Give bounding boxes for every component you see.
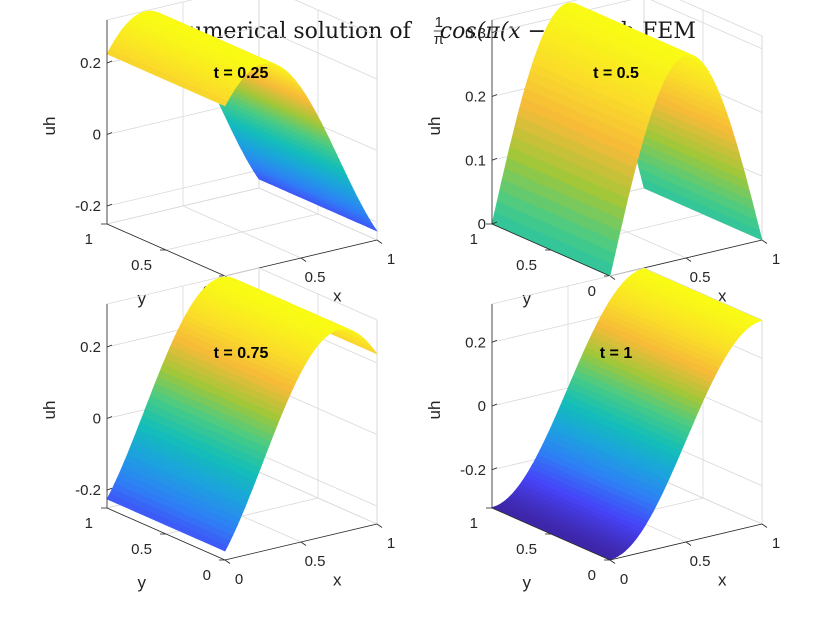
x-tick-label: 0.5 bbox=[305, 269, 326, 286]
y-axis-label: y bbox=[137, 289, 146, 308]
x-tick-label: 1 bbox=[772, 251, 780, 268]
z-tick-label: 0.2 bbox=[465, 89, 486, 106]
y-tick-label: 0.5 bbox=[131, 541, 152, 558]
y-axis-label: y bbox=[522, 573, 531, 592]
z-tick-label: 0 bbox=[478, 398, 486, 415]
x-tick-label: 0.5 bbox=[690, 269, 711, 286]
subplot-4-axes: 0 0.5 1 0 0.5 1 -0.2 0 0.2 x y uh bbox=[425, 304, 780, 592]
subplot-3-axes: 0 0.5 1 0 0.5 1 -0.2 0 0.2 x y uh bbox=[40, 304, 395, 592]
subplot-4: 0 0.5 1 0 0.5 1 -0.2 0 0.2 x y uh t = 1 bbox=[425, 267, 780, 592]
subplot-2-surface bbox=[491, 2, 763, 277]
subplot-title: t = 1 bbox=[600, 345, 633, 362]
z-tick-label: -0.2 bbox=[75, 198, 101, 215]
y-tick-label: 0 bbox=[588, 283, 596, 300]
z-tick-label: 0 bbox=[93, 127, 101, 144]
z-tick-label: 0.3 bbox=[465, 25, 486, 42]
y-tick-label: 0.5 bbox=[516, 257, 537, 274]
y-tick-label: 1 bbox=[470, 515, 478, 532]
subplot-title: t = 0.75 bbox=[214, 345, 269, 362]
x-axis-label: x bbox=[718, 287, 727, 306]
subplot-title: t = 0.5 bbox=[593, 65, 639, 82]
y-tick-label: 0 bbox=[203, 567, 211, 584]
z-axis-label: uh bbox=[425, 117, 444, 136]
z-tick-label: 0 bbox=[93, 411, 101, 428]
x-tick-label: 1 bbox=[387, 251, 395, 268]
z-tick-label: -0.2 bbox=[75, 482, 101, 499]
y-axis-label: y bbox=[137, 573, 146, 592]
x-tick-label: 1 bbox=[772, 535, 780, 552]
y-tick-label: 0.5 bbox=[516, 541, 537, 558]
z-tick-label: -0.2 bbox=[460, 462, 486, 479]
y-tick-label: 0 bbox=[588, 567, 596, 584]
subplot-1-surface bbox=[106, 10, 378, 232]
z-tick-label: 0.2 bbox=[80, 339, 101, 356]
x-axis-label: x bbox=[333, 571, 342, 590]
z-tick-label: 0.1 bbox=[465, 152, 486, 169]
title-fraction-denominator: π bbox=[434, 31, 444, 48]
z-axis-label: uh bbox=[40, 401, 59, 420]
subplot-3: 0 0.5 1 0 0.5 1 -0.2 0 0.2 x y uh t = 0.75 bbox=[40, 267, 395, 592]
surface-patch bbox=[599, 554, 614, 560]
surface-patch bbox=[214, 96, 228, 107]
x-axis-label: x bbox=[718, 571, 727, 590]
x-tick-label: 1 bbox=[387, 535, 395, 552]
surface-patch bbox=[214, 541, 228, 552]
z-axis-label: uh bbox=[40, 117, 59, 136]
x-tick-label: 0.5 bbox=[305, 553, 326, 570]
x-axis-label: x bbox=[333, 287, 342, 306]
y-tick-label: 1 bbox=[470, 231, 478, 248]
subplot-4-surface bbox=[491, 268, 763, 560]
subplot-3-surface bbox=[106, 276, 378, 552]
y-tick-label: 0.5 bbox=[131, 257, 152, 274]
x-tick-label: 0 bbox=[235, 571, 243, 588]
z-tick-label: 0 bbox=[478, 216, 486, 233]
y-tick-label: 1 bbox=[85, 231, 93, 248]
title-fraction: 1 π bbox=[434, 14, 444, 48]
x-tick-label: 0.5 bbox=[690, 553, 711, 570]
subplot-title: t = 0.25 bbox=[214, 65, 269, 82]
z-tick-label: 0.2 bbox=[465, 334, 486, 351]
y-tick-label: 1 bbox=[85, 515, 93, 532]
y-axis-label: y bbox=[522, 289, 531, 308]
z-tick-label: 0.2 bbox=[80, 55, 101, 72]
title-fraction-numerator: 1 bbox=[435, 14, 443, 31]
x-tick-label: 0 bbox=[620, 571, 628, 588]
z-axis-label: uh bbox=[425, 401, 444, 420]
